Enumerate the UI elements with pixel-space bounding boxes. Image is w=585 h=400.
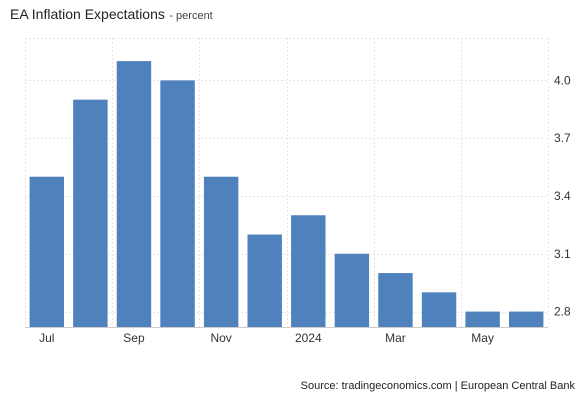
bar-8 bbox=[378, 273, 413, 327]
bar-0 bbox=[29, 176, 65, 327]
y-tick-label: 3.4 bbox=[554, 189, 571, 203]
chart-unit: - percent bbox=[169, 10, 213, 22]
x-tick-label: Mar bbox=[385, 331, 406, 345]
chart-title-block: EA Inflation Expectations - percent bbox=[10, 6, 213, 24]
bar-9 bbox=[421, 292, 457, 327]
bar-7 bbox=[334, 253, 370, 327]
bar-6 bbox=[291, 215, 326, 327]
bar-11 bbox=[508, 311, 544, 327]
x-tick-label: May bbox=[471, 331, 494, 345]
source-note: Source: tradingeconomics.com | European … bbox=[300, 380, 575, 392]
chart-title: EA Inflation Expectations bbox=[10, 6, 165, 22]
x-tick-label: Sep bbox=[123, 331, 145, 345]
bar-10 bbox=[465, 311, 500, 327]
y-tick-label: 2.8 bbox=[554, 305, 571, 319]
bar-5 bbox=[247, 234, 282, 327]
bar-3 bbox=[160, 80, 195, 328]
y-tick-label: 3.1 bbox=[554, 247, 571, 261]
bar-1 bbox=[73, 99, 108, 327]
y-tick-label: 4.0 bbox=[554, 73, 571, 87]
x-tick-label: Nov bbox=[210, 331, 231, 345]
bar-4 bbox=[203, 176, 239, 327]
bar-2 bbox=[116, 61, 152, 328]
y-tick-label: 3.7 bbox=[554, 131, 571, 145]
x-tick-label: 2024 bbox=[295, 331, 322, 345]
x-tick-label: Jul bbox=[39, 331, 54, 345]
